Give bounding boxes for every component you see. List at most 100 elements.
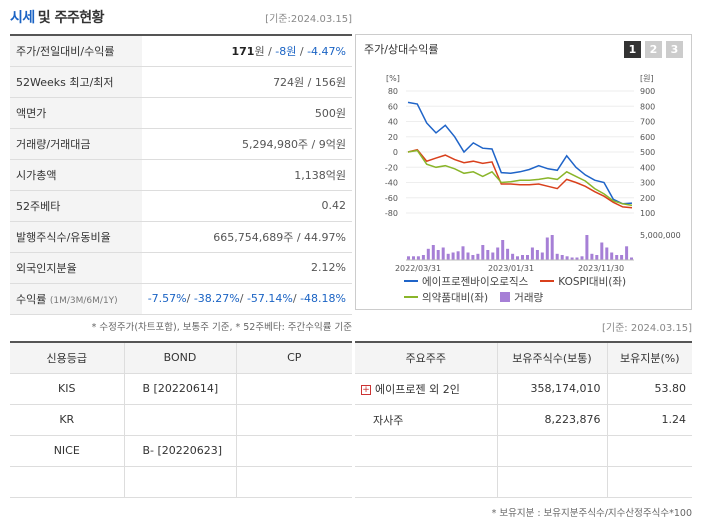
right-tick-label: 800 [640, 102, 655, 111]
x-tick-label: 2022/03/31 [395, 264, 441, 273]
credit-cell [124, 404, 237, 436]
label-text: 주가/전일대비/수익률 [16, 44, 115, 58]
volume-bar [481, 245, 485, 260]
volume-bar [615, 255, 619, 260]
volume-bar [476, 253, 480, 261]
holder-name-cell [355, 435, 498, 467]
volume-bar [585, 235, 589, 260]
base-date: [기준:2024.03.15] [265, 13, 352, 25]
left-tick-label: -40 [385, 179, 398, 188]
price-row-value: 0.42 [142, 190, 352, 222]
holder-name-cell: 자사주 [355, 404, 498, 436]
title-rest: 및 주주현황 [37, 10, 105, 26]
price-row: 액면가 500원 [10, 97, 352, 129]
value-part: 5,294,980주 / 9억원 [241, 137, 346, 151]
value-part: / [239, 292, 247, 305]
title-accent: 시세 [10, 10, 35, 26]
series-line-2 [407, 149, 633, 207]
expand-plus-icon[interactable]: + [361, 384, 371, 395]
volume-bar [421, 255, 425, 260]
price-row-value: 665,754,689주 / 44.97% [142, 221, 352, 253]
right-tick-label: 700 [640, 118, 655, 127]
credit-cell: B- [20220623] [124, 435, 237, 467]
table-row: KR [10, 404, 352, 436]
value-part: 0.42 [321, 199, 347, 212]
credit-table: 신용등급 BOND CP KIS B [20220614] KR NICE B- [2022… [10, 341, 352, 498]
volume-bar [521, 255, 524, 260]
volume-bar [565, 256, 569, 261]
price-row-label: 52Weeks 최고/최저 [10, 66, 142, 98]
volume-bar [407, 256, 410, 261]
chart-page-1[interactable]: 1 [624, 40, 641, 58]
label-text: 액면가 [16, 106, 47, 120]
value-part: / [296, 44, 308, 58]
volume-bar [496, 247, 500, 260]
volume-bar [516, 256, 519, 261]
volume-bar [590, 253, 594, 261]
volume-bar [506, 248, 510, 261]
left-tick-label: -80 [385, 209, 398, 218]
chart-page-3[interactable]: 3 [666, 40, 683, 58]
volume-bar [511, 253, 515, 261]
price-row: 거래량/거래대금 5,294,980주 / 9억원 [10, 128, 352, 160]
price-row: 외국인지분율 2.12% [10, 252, 352, 284]
volume-bar [431, 245, 435, 260]
holder-panel: [기준: 2024.03.15] 주요주주 보유주식수(보통) 보유지분(%) + 에… [355, 323, 692, 519]
price-row-label: 52주베타 [10, 190, 142, 222]
price-row-label: 액면가 [10, 97, 142, 129]
value-part: 665,754,689주 / 44.97% [213, 230, 346, 244]
legend-item: 에이프로젠바이오로직스 [404, 274, 528, 289]
legend-item: 의약품대비(좌) [404, 290, 488, 305]
volume-bar [600, 242, 604, 260]
credit-cell [236, 435, 352, 467]
price-row: 발행주식수/유동비율 665,754,689주 / 44.97% [10, 221, 352, 253]
price-row: 52주베타 0.42 [10, 190, 352, 222]
legend-label: KOSPI대비(좌) [558, 275, 627, 288]
volume-bar [595, 255, 599, 260]
credit-cell [10, 466, 125, 498]
left-tick-label: 80 [388, 87, 398, 96]
holder-base-date: [기준: 2024.03.15] [601, 323, 692, 334]
price-row-label: 시가총액 [10, 159, 142, 191]
left-tick-label: 40 [388, 118, 398, 127]
volume-bar [461, 246, 465, 261]
volume-bar [560, 255, 564, 260]
volume-bar [550, 235, 554, 260]
volume-bar [535, 250, 539, 260]
table-row: 자사주 8,223,876 1.24 [355, 404, 692, 436]
holder-shares-cell [497, 435, 608, 467]
label-text: 거래량/거래대금 [16, 137, 91, 151]
volume-bar [416, 256, 420, 261]
chart-title: 주가/상대수익률 [364, 43, 439, 56]
holder-pct-cell: 1.24 [607, 404, 692, 436]
credit-cell: KIS [10, 373, 125, 405]
price-row-label: 외국인지분율 [10, 252, 142, 284]
volume-bar [580, 256, 584, 261]
right-tick-label: 500 [640, 148, 655, 157]
value-part: -8원 [275, 44, 297, 58]
left-tick-label: 20 [388, 133, 398, 142]
chart-page-2[interactable]: 2 [645, 40, 662, 58]
table-row: NICE B- [20220623] [10, 435, 352, 467]
x-tick-label: 2023/01/31 [488, 264, 534, 273]
value-part: 171 [231, 44, 255, 58]
price-row-value: 500원 [142, 97, 352, 129]
value-part: -57.14% [246, 292, 293, 305]
right-tick-label: 900 [640, 87, 655, 96]
chart-svg: [%] [원]806040200-20-40-60-809008007006005… [385, 74, 681, 273]
right-tick-label: 400 [640, 163, 655, 172]
value-part: 2.12% [311, 261, 346, 274]
value-part: -48.18% [300, 292, 346, 305]
legend-swatch [404, 296, 418, 298]
right-tick-label: 100 [640, 209, 655, 218]
holder-table: 주요주주 보유주식수(보통) 보유지분(%) + 에이프로젠 외 2인 358,174,… [355, 341, 692, 498]
credit-cell [236, 404, 352, 436]
holder-col-header: 보유지분(%) [607, 342, 692, 374]
volume-bar [625, 246, 629, 261]
holder-name-cell[interactable]: + 에이프로젠 외 2인 [355, 373, 498, 405]
legend-label: 의약품대비(좌) [422, 291, 489, 304]
left-tick-label: 0 [393, 148, 398, 157]
left-tick-label: -20 [385, 163, 398, 172]
credit-cell [236, 373, 352, 405]
legend-swatch [540, 280, 555, 282]
